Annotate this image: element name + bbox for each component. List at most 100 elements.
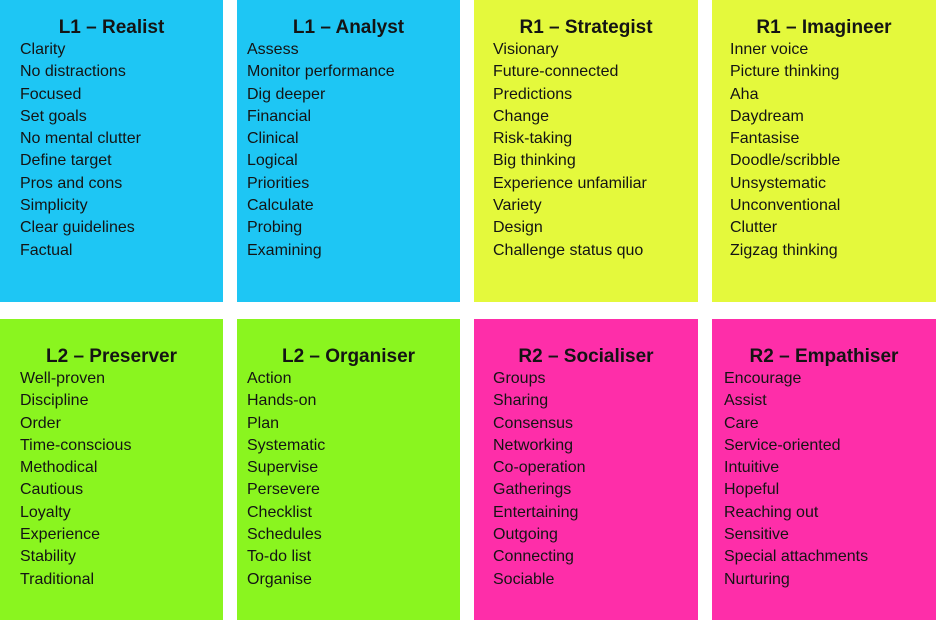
card-item: Care [724,414,759,432]
card-item: Dig deeper [247,85,326,103]
card-item: Service-oriented [724,436,841,454]
card-items: Inner voice Picture thinking Aha Daydream Fa… [730,39,840,262]
card-item: Organise [247,570,312,588]
card-items: Clarity No distractions Focused Set goals No… [20,39,141,262]
card-item: Well-proven [20,370,106,387]
card-item: Experience unfamiliar [493,174,647,192]
card-items: Encourage Assist Care Service-oriented Intui… [724,368,868,591]
card-item: Outgoing [493,526,558,544]
card-items: Assess Monitor performance Dig deeper Finan… [247,39,395,262]
card-item: Design [493,219,543,237]
card-item: To-do list [247,548,312,566]
card-item: Picture thinking [730,63,840,81]
card-items: Action Hands-on Plan Systematic Supervise Per… [247,368,325,591]
card-item: Hopeful [724,481,780,499]
card-item: Systematic [247,436,326,454]
card-item: Loyalty [20,503,71,521]
card-item: Variety [493,197,542,215]
card-item: Financial [247,107,312,125]
card-item: Gatherings [493,481,572,499]
card-item: Probing [247,219,303,237]
card-item: Clear guidelines [20,219,135,237]
card-item: Doodle/scribble [730,152,841,170]
card-item: Big thinking [493,152,576,170]
card-item: Daydream [730,107,804,125]
card-item: Unconventional [730,197,841,215]
style-card: L2 – Organiser Action Hands-on Plan Systemat… [237,319,460,620]
card-item: Set goals [20,107,87,125]
card-item: Challenge status quo [493,241,644,259]
card-item: Fantasise [730,130,800,148]
style-card: L2 – Preserver Well-proven Discipline Order… [0,319,223,620]
card-item: Intuitive [724,459,780,477]
card-item: Examining [247,241,322,259]
card-item: Sociable [493,570,555,588]
style-card: R1 – Imagineer Inner voice Picture thinkin… [712,0,936,302]
card-item: Special attachments [724,548,869,566]
card-item: Assess [247,41,299,58]
card-item: Schedules [247,526,322,544]
card-item: Sharing [493,392,549,410]
card-item: Checklist [247,503,312,521]
card-item: Methodical [20,459,98,477]
style-card: R1 – Strategist Visionary Future-connected… [474,0,698,302]
card-item: Risk-taking [493,130,573,148]
card-item: Clinical [247,130,299,148]
card-item: Networking [493,436,574,454]
card-item: Focused [20,85,82,103]
card-item: Clarity [20,41,66,58]
style-card: R2 – Empathiser Encourage Assist Care Servic… [712,319,936,620]
card-item: Pros and cons [20,174,123,192]
card-items: Visionary Future-connected Predictions Chan… [493,39,647,262]
card-item: Logical [247,152,298,170]
card-items: Well-proven Discipline Order Time-conscious… [20,368,131,591]
card-item: Priorities [247,174,310,192]
card-item: Future-connected [493,63,619,81]
card-item: Monitor performance [247,63,395,81]
card-item: No distractions [20,63,126,81]
style-card: L1 – Analyst Assess Monitor performance Dig… [237,0,460,302]
card-title: R1 – Imagineer [756,17,892,38]
card-item: Sensitive [724,526,789,544]
style-card: R2 – Socialiser Groups Sharing Consensus Net… [474,319,698,620]
card-item: Predictions [493,85,573,103]
card-item: Nurturing [724,570,790,588]
style-card: L1 – Realist Clarity No distractions Focuse… [0,0,223,302]
card-item: Consensus [493,414,574,432]
card-item: Groups [493,370,546,387]
card-item: Inner voice [730,41,809,58]
card-item: Entertaining [493,503,579,521]
card-item: Zigzag thinking [730,241,838,259]
card-item: Discipline [20,392,89,410]
card-title: L2 – Preserver [46,346,177,367]
card-item: Plan [247,414,280,432]
card-item: Factual [20,241,73,259]
card-title: L2 – Organiser [281,346,416,367]
card-item: Reaching out [724,503,819,521]
card-item: Assist [724,392,767,410]
card-item: Order [20,414,61,432]
card-items: Groups Sharing Consensus Networking Co-opera… [493,368,586,591]
card-item: Time-conscious [20,436,132,454]
card-item: Aha [730,85,759,103]
card-item: Simplicity [20,197,88,215]
card-item: Change [493,107,550,125]
card-item: Stability [20,548,77,566]
card-item: Define target [20,152,112,170]
card-item: Persevere [247,481,320,499]
card-item: Action [247,370,292,387]
card-item: Experience [20,526,101,544]
card-item: Visionary [493,41,559,58]
card-title: R1 – Strategist [519,17,653,38]
card-item: Hands-on [247,392,317,410]
card-item: Co-operation [493,459,586,477]
card-item: Clutter [730,219,778,237]
card-item: No mental clutter [20,130,141,148]
card-title: R2 – Empathiser [749,346,899,367]
card-item: Traditional [20,570,95,588]
card-item: Calculate [247,197,314,215]
card-title: L1 – Realist [58,17,165,38]
card-item: Connecting [493,548,574,566]
card-item: Encourage [724,370,802,387]
card-item: Unsystematic [730,174,827,192]
